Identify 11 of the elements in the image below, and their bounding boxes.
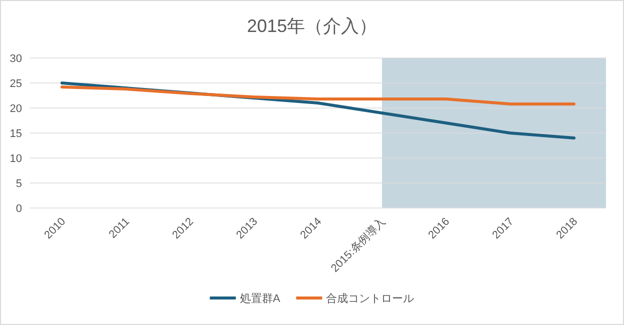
legend-label: 合成コントロール bbox=[326, 292, 414, 305]
chart-title: 2015年（介入） bbox=[246, 16, 378, 36]
legend-label: 処置群A bbox=[240, 293, 281, 305]
y-tick-label: 10 bbox=[10, 153, 22, 165]
y-tick-label: 15 bbox=[10, 128, 22, 140]
y-tick-label: 30 bbox=[10, 53, 22, 65]
y-tick-label: 25 bbox=[10, 78, 22, 90]
line-series bbox=[60, 86, 576, 106]
y-tick-label: 0 bbox=[16, 203, 22, 215]
y-tick-label: 20 bbox=[10, 103, 22, 115]
y-tick-label: 5 bbox=[16, 178, 22, 190]
